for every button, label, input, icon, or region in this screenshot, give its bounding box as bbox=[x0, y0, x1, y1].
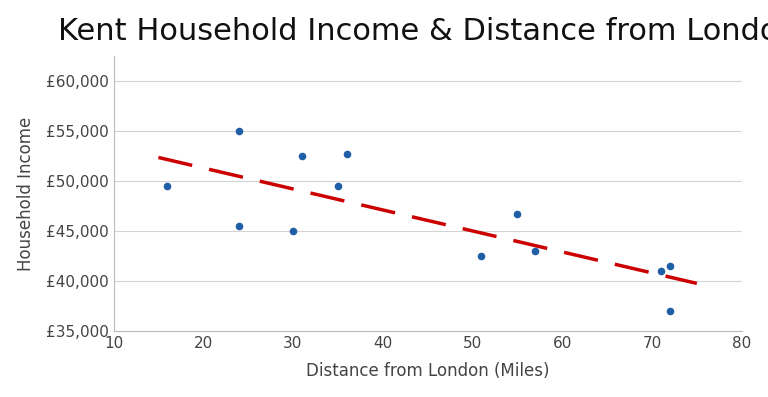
Point bbox=[655, 268, 667, 275]
Point bbox=[233, 128, 245, 135]
Point bbox=[341, 151, 353, 157]
X-axis label: Distance from London (Miles): Distance from London (Miles) bbox=[306, 362, 549, 380]
Point bbox=[529, 248, 541, 254]
Point bbox=[287, 228, 300, 235]
Point bbox=[475, 253, 488, 260]
Point bbox=[296, 153, 308, 160]
Point bbox=[664, 308, 676, 314]
Point bbox=[161, 183, 174, 189]
Title: Kent Household Income & Distance from London: Kent Household Income & Distance from Lo… bbox=[58, 17, 768, 46]
Point bbox=[511, 211, 524, 217]
Point bbox=[664, 263, 676, 270]
Point bbox=[332, 183, 344, 189]
Y-axis label: Household Income: Household Income bbox=[17, 117, 35, 271]
Point bbox=[233, 223, 245, 229]
